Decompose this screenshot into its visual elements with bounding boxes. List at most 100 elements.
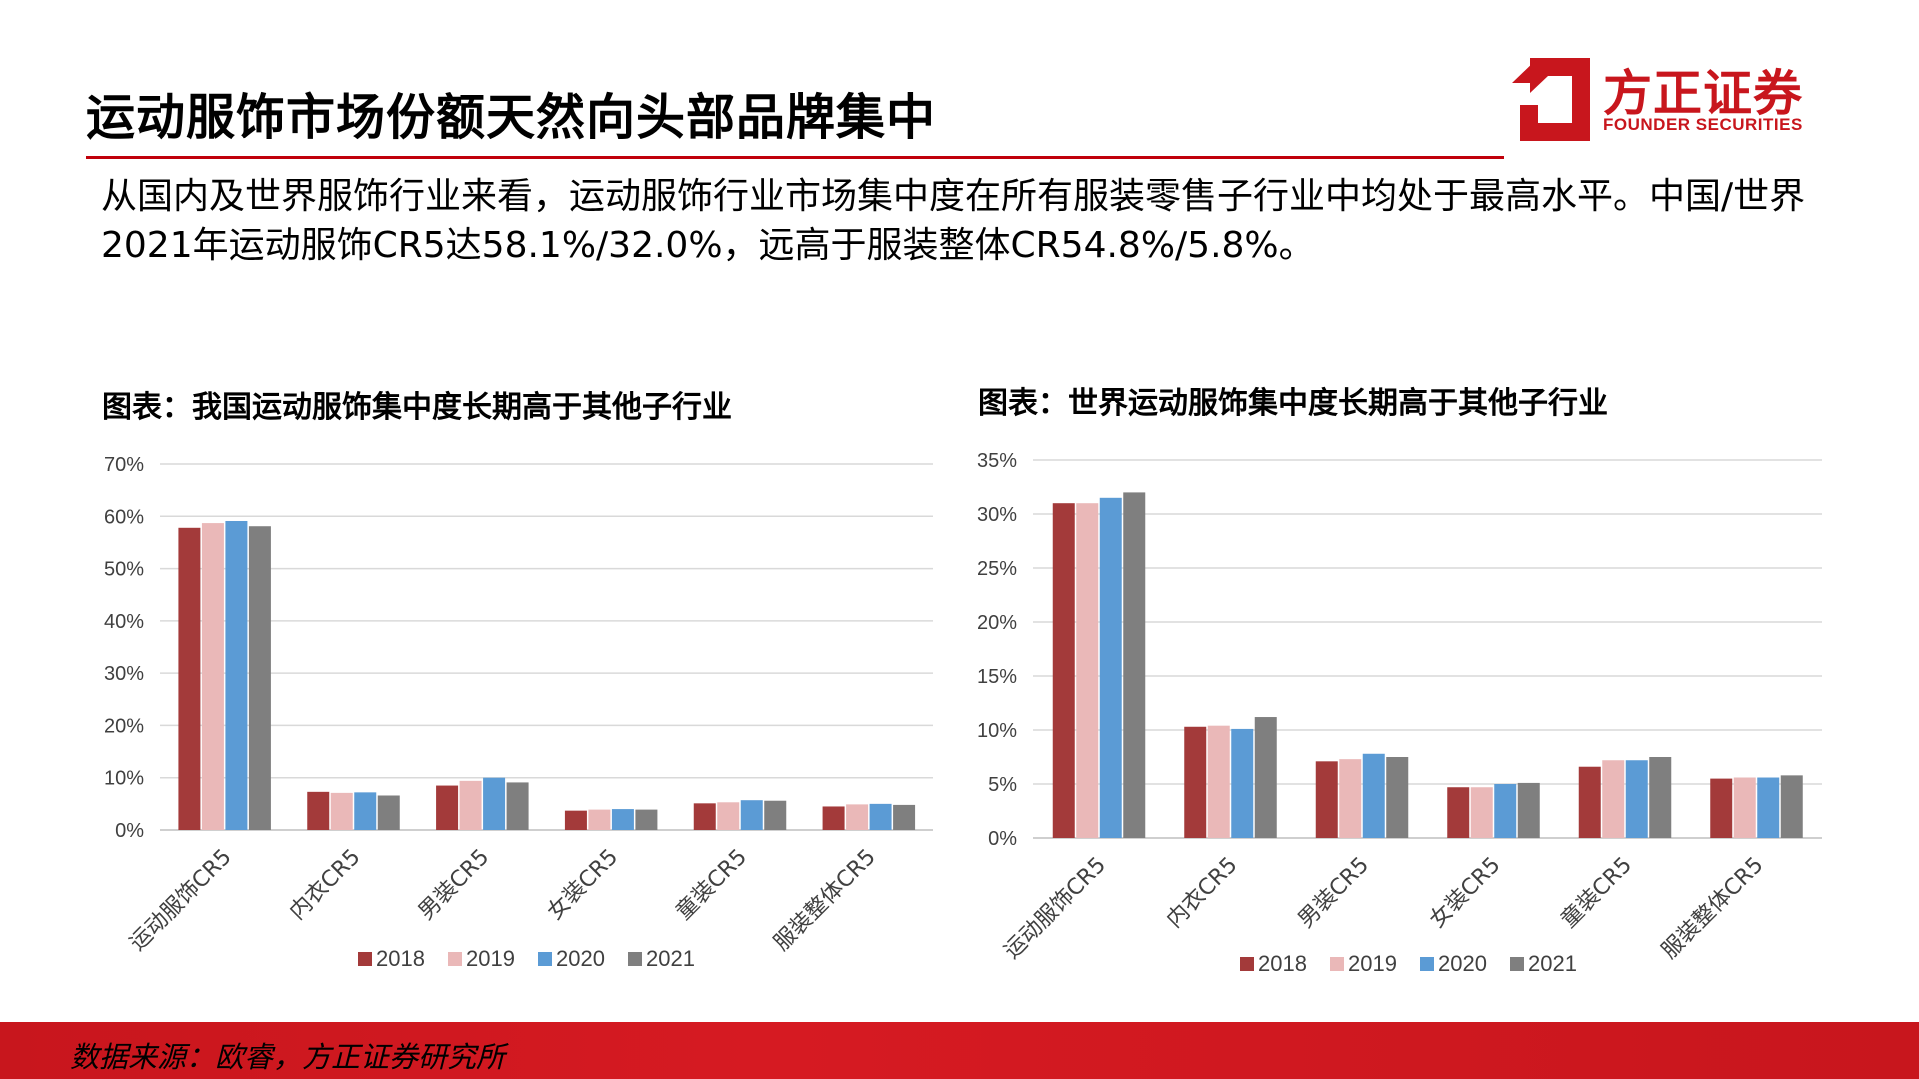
chart-1-bar (436, 785, 459, 830)
chart-2-bar (1578, 766, 1601, 838)
chart-2-y-tick: 35% (977, 450, 1017, 472)
chart-2-bar (1123, 492, 1146, 838)
chart-2-y-tick: 30% (977, 504, 1017, 526)
chart-1-bar (740, 800, 763, 830)
chart-1-bar (764, 800, 787, 830)
page-title: 运动服饰市场份额天然向头部品牌集中 (86, 89, 937, 146)
chart-1-y-tick: 30% (104, 663, 144, 685)
chart-1-bar (506, 782, 529, 830)
chart-1-title: 图表：我国运动服饰集中度长期高于其他子行业 (102, 390, 732, 425)
chart-1-bar (459, 780, 482, 830)
chart-2-bar (1625, 760, 1648, 838)
chart-1-bar (201, 523, 224, 830)
chart-2-legend-label: 2021 (1528, 951, 1577, 976)
chart-1-legend-label: 2021 (646, 946, 695, 971)
chart-2-y-tick: 10% (977, 720, 1017, 742)
chart-2-title: 图表：世界运动服饰集中度长期高于其他子行业 (978, 386, 1608, 421)
chart-1-legend-swatch (628, 952, 642, 966)
chart-2-bar (1470, 787, 1493, 838)
chart-2-bar (1517, 782, 1540, 838)
chart-1-x-tick: 内衣CR5 (285, 845, 365, 925)
chart-2-bar (1184, 726, 1207, 838)
chart-1-legend-label: 2019 (466, 946, 515, 971)
chart-1-bar (588, 809, 611, 830)
chart-1-bar (635, 809, 658, 830)
chart-1-y-tick: 70% (104, 454, 144, 476)
chart-2-bar (1052, 503, 1075, 838)
chart-2-bar (1494, 784, 1517, 838)
logo-name: 方正证券 (1603, 65, 1804, 122)
chart-1-y-tick: 40% (104, 611, 144, 633)
chart-1-bar (611, 809, 634, 830)
founder-logo-icon (1512, 58, 1590, 141)
chart-2-bar (1076, 503, 1099, 838)
chart-1-bar (717, 802, 740, 830)
chart-2-y-tick: 5% (988, 774, 1017, 796)
chart-2-legend-swatch (1420, 957, 1434, 971)
chart-1-y-tick: 10% (104, 768, 144, 790)
chart-2-y-tick: 20% (977, 612, 1017, 634)
chart-1-bar (307, 791, 330, 830)
chart-1-bar (354, 792, 377, 830)
chart-2-bar (1649, 757, 1672, 838)
chart-2-y-tick: 15% (977, 666, 1017, 688)
chart-2-legend-swatch (1240, 957, 1254, 971)
chart-2-bar (1386, 757, 1409, 838)
chart-1-legend-label: 2020 (556, 946, 605, 971)
chart-1-legend-label: 2018 (376, 946, 425, 971)
chart-1-bar (564, 810, 587, 830)
chart-1-bar (178, 527, 201, 830)
chart-1-bar (693, 803, 716, 830)
chart-1-x-tick: 服装整体CR5 (769, 845, 880, 956)
chart-1-y-tick: 20% (104, 715, 144, 737)
chart-1-y-tick: 0% (115, 820, 144, 842)
chart-2-x-tick: 服装整体CR5 (1657, 853, 1768, 964)
chart-2-bar (1447, 787, 1470, 838)
brand-logo: 方正证券 FOUNDER SECURITIES (1508, 48, 1828, 148)
intro-paragraph: 从国内及世界服饰行业来看，运动服饰行业市场集中度在所有服装零售子行业中均处于最高… (101, 176, 1806, 266)
chart-1-x-tick: 女装CR5 (543, 845, 623, 925)
chart-2-bar (1757, 777, 1780, 838)
chart-2-legend-label: 2020 (1438, 951, 1487, 976)
chart-1-legend-swatch (358, 952, 372, 966)
chart-2-legend-swatch (1330, 957, 1344, 971)
chart-2-bar (1207, 725, 1230, 838)
chart-1-bar (483, 777, 506, 830)
chart-1-bar (846, 804, 869, 830)
chart-1-x-tick: 男装CR5 (414, 845, 494, 925)
chart-2-x-tick: 内衣CR5 (1162, 853, 1242, 933)
chart-2-bar (1254, 717, 1277, 838)
chart-2-y-tick: 0% (988, 828, 1017, 850)
chart-1-bar (822, 806, 845, 830)
title-divider (86, 156, 1504, 159)
chart-2-x-tick: 运动服饰CR5 (1000, 853, 1111, 964)
chart-1-y-tick: 60% (104, 506, 144, 528)
chart-1-y-tick: 50% (104, 559, 144, 581)
chart-1-bar (225, 520, 248, 830)
chart-2-bar (1733, 777, 1756, 838)
chart-1-bar (869, 803, 892, 830)
chart-2-bar (1710, 778, 1733, 838)
chart-2-bar (1780, 775, 1803, 838)
chart-1-bar (893, 804, 916, 830)
chart-2-bar (1362, 753, 1385, 838)
chart-1-bar (377, 795, 400, 830)
chart-2-bar (1099, 497, 1122, 838)
chart-1-bar (248, 526, 271, 830)
chart-2-x-tick: 男装CR5 (1294, 853, 1374, 933)
chart-1-legend-swatch (448, 952, 462, 966)
chart-2-x-tick: 童装CR5 (1557, 853, 1637, 933)
chart-2-legend-swatch (1510, 957, 1524, 971)
chart-2-x-tick: 女装CR5 (1425, 853, 1505, 933)
chart-2-y-tick: 25% (977, 558, 1017, 580)
footer-bar (0, 1022, 1919, 1079)
chart-1-x-tick: 运动服饰CR5 (125, 845, 236, 956)
source-note: 数据来源：欧睿，方正证券研究所 (70, 1040, 506, 1074)
chart-2-bar (1315, 761, 1338, 838)
chart-2-bar (1231, 728, 1254, 838)
chart-1-x-tick: 童装CR5 (672, 845, 752, 925)
chart-2-legend-label: 2019 (1348, 951, 1397, 976)
logo-english-name: FOUNDER SECURITIES (1603, 115, 1803, 134)
chart-2-bar (1602, 760, 1625, 838)
